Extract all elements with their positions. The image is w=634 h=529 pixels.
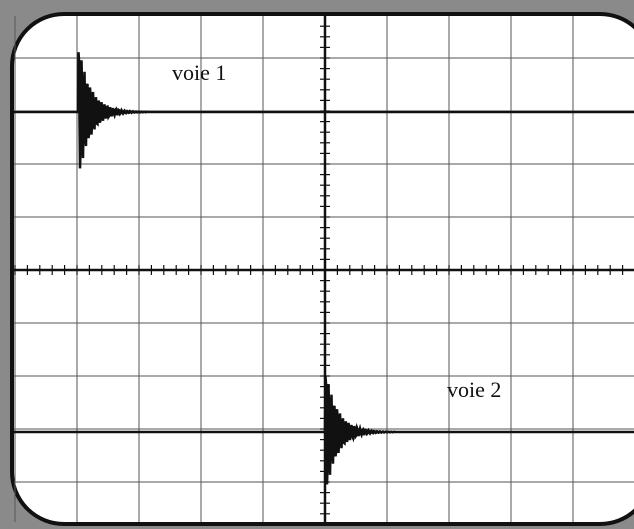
- oscilloscope-screen: voie 1 voie 2: [0, 0, 634, 529]
- trace-label: voie 2: [447, 377, 501, 402]
- trace-label: voie 1: [172, 60, 226, 85]
